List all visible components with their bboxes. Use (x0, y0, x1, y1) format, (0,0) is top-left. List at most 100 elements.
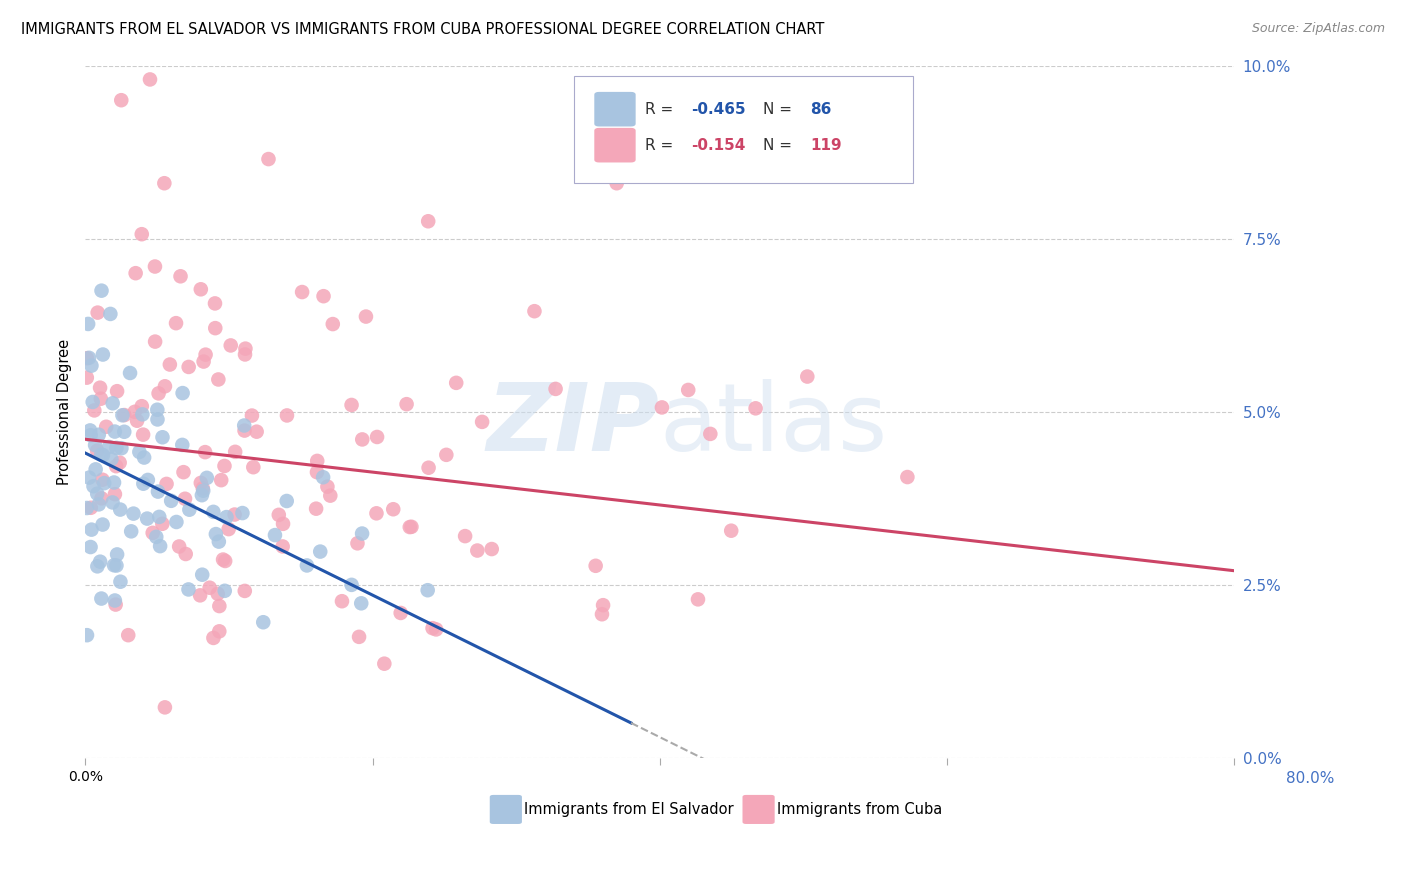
Point (86, 305, 108, 319)
Point (233, 424, 256, 438)
Point (418, 460, 440, 475)
Point (585, 558, 607, 573)
Point (174, 491, 197, 506)
Point (105, 459, 128, 474)
Point (319, 489, 342, 503)
FancyBboxPatch shape (574, 76, 912, 183)
Point (148, 386, 170, 401)
Point (208, 624, 231, 639)
Point (896, 470, 918, 484)
Point (90, 448, 112, 462)
Point (264, 528, 287, 542)
Point (148, 509, 170, 524)
Y-axis label: Professional Degree: Professional Degree (58, 338, 72, 484)
Point (172, 386, 194, 401)
Point (100, 452, 122, 467)
Point (167, 540, 190, 554)
Point (77, 317, 100, 331)
Point (108, 456, 131, 470)
Point (120, 524, 142, 539)
Point (398, 520, 420, 534)
Point (465, 543, 488, 558)
Point (79, 428, 101, 442)
Point (224, 445, 246, 459)
Point (145, 530, 167, 544)
Point (193, 354, 215, 368)
Point (190, 475, 212, 490)
Point (190, 282, 212, 296)
Point (103, 475, 125, 490)
Point (231, 506, 253, 520)
Text: -0.154: -0.154 (690, 137, 745, 153)
Point (84, 462, 107, 476)
Point (86, 486, 108, 500)
Point (155, 477, 177, 491)
Point (454, 529, 477, 543)
Point (169, 269, 191, 284)
Point (202, 631, 225, 645)
Point (131, 227, 153, 242)
Point (481, 542, 503, 557)
Text: R =: R = (645, 102, 678, 117)
Text: N =: N = (763, 102, 797, 117)
Point (105, 548, 128, 562)
Point (90, 591, 112, 606)
Point (179, 502, 201, 516)
Point (77, 351, 100, 365)
Point (132, 427, 155, 442)
Point (252, 615, 274, 630)
Point (218, 522, 240, 536)
Point (86, 559, 108, 574)
Point (131, 399, 153, 413)
Point (143, 334, 166, 349)
Point (214, 554, 236, 568)
Text: -0.465: -0.465 (690, 102, 745, 117)
Point (136, 473, 159, 487)
Point (425, 623, 447, 637)
Point (395, 397, 418, 411)
Point (93, 476, 115, 491)
Point (208, 599, 231, 613)
Point (104, 425, 127, 439)
Point (76, 501, 98, 516)
Point (676, 383, 699, 397)
Point (316, 480, 339, 494)
Text: N =: N = (763, 137, 797, 153)
Point (257, 152, 280, 166)
Point (202, 505, 225, 519)
Point (592, 598, 614, 612)
Point (105, 558, 128, 573)
Point (352, 526, 374, 541)
Point (84, 438, 107, 452)
Point (105, 384, 128, 399)
Point (103, 558, 125, 573)
Point (191, 567, 214, 582)
Point (139, 72, 162, 87)
FancyBboxPatch shape (595, 92, 636, 127)
Point (606, 176, 628, 190)
Point (354, 310, 377, 324)
Point (214, 583, 236, 598)
Point (118, 366, 141, 380)
Point (110, 93, 132, 107)
Point (418, 214, 440, 228)
Point (96, 419, 118, 434)
Point (207, 372, 229, 386)
Point (146, 412, 169, 426)
Point (134, 450, 156, 465)
Point (350, 596, 373, 610)
Point (146, 402, 169, 417)
Point (91, 517, 114, 532)
Point (212, 552, 235, 566)
Point (207, 587, 229, 601)
Point (89, 555, 111, 569)
Point (276, 494, 298, 508)
Point (159, 358, 181, 372)
Point (152, 430, 174, 444)
Point (80, 359, 103, 373)
Point (110, 502, 132, 516)
Point (686, 592, 709, 607)
Point (90, 284, 112, 298)
Point (235, 342, 257, 356)
Text: Source: ZipAtlas.com: Source: ZipAtlas.com (1251, 22, 1385, 36)
